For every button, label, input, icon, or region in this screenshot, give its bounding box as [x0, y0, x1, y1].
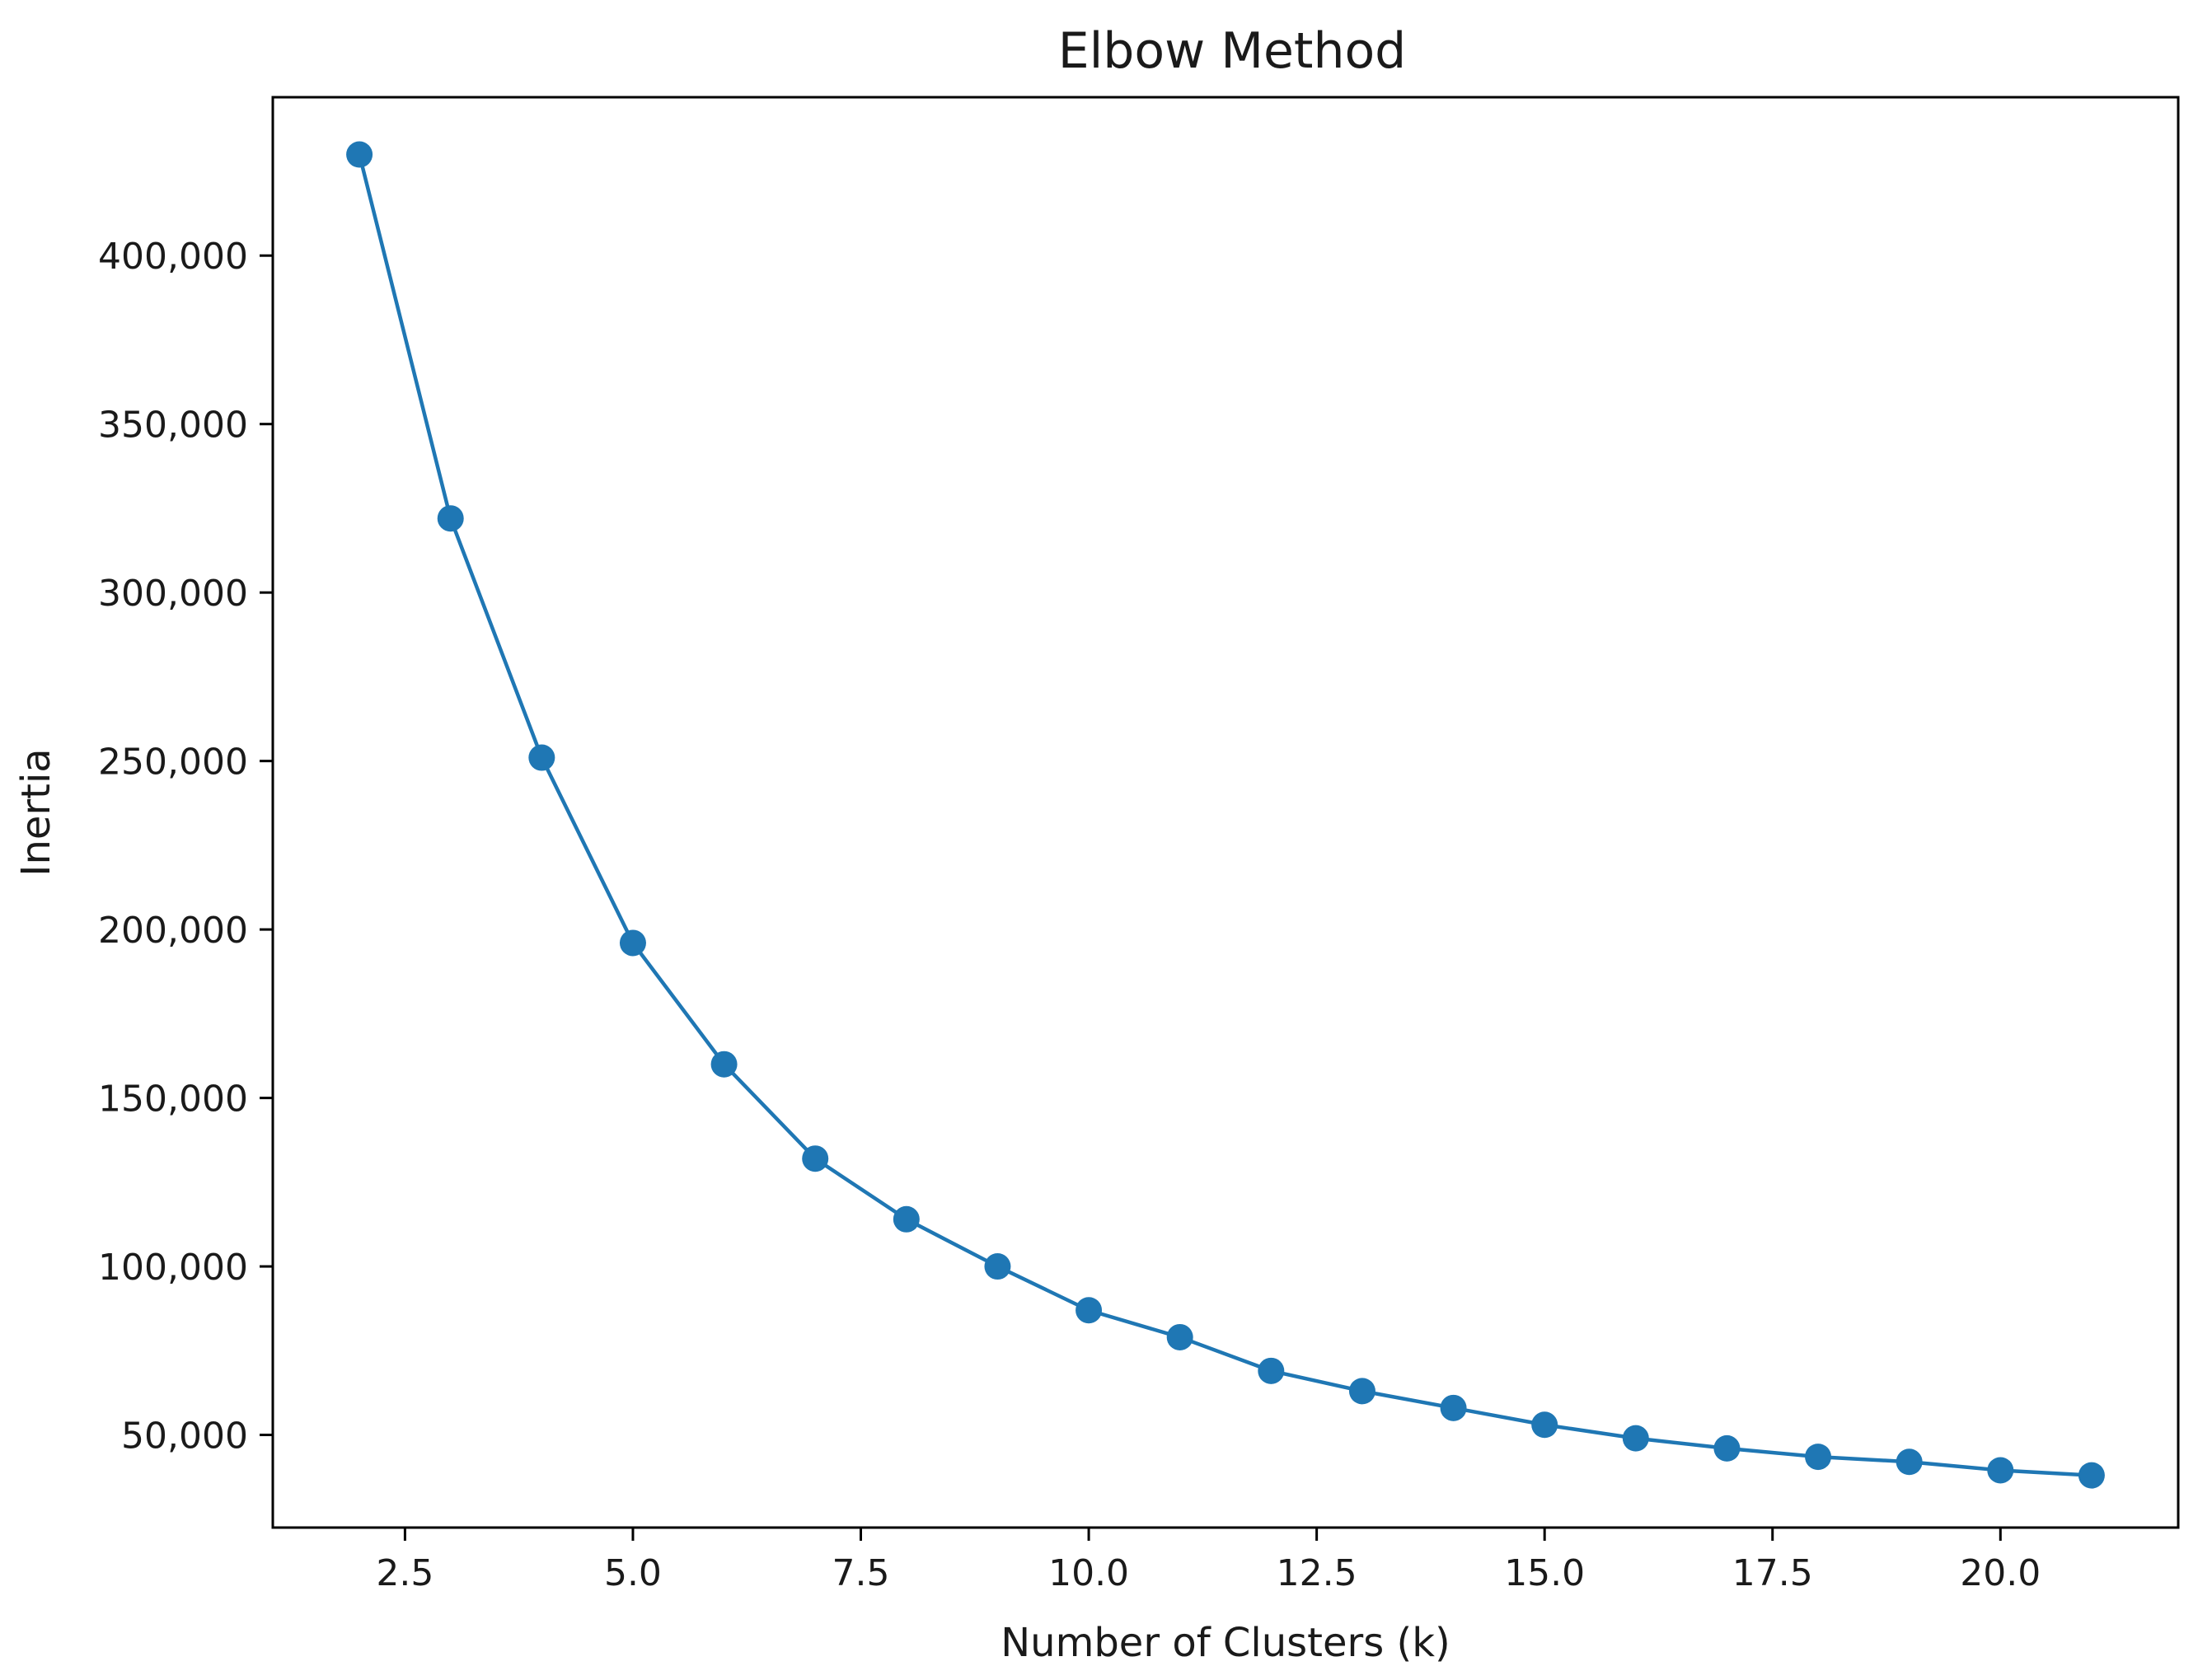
data-point	[1713, 1434, 1741, 1462]
x-tick-label: 20.0	[1960, 1552, 2041, 1594]
x-tick-label: 2.5	[376, 1552, 433, 1594]
x-tick-label: 17.5	[1732, 1552, 1813, 1594]
data-point	[2078, 1462, 2105, 1489]
series-layer	[346, 141, 2105, 1489]
data-point	[1440, 1394, 1467, 1421]
y-axis-label: Inertia	[13, 748, 59, 876]
data-point	[984, 1253, 1011, 1280]
x-axis-label: Number of Clusters (k)	[1001, 1620, 1450, 1666]
plot-frame	[271, 96, 2180, 1529]
data-point	[893, 1205, 920, 1233]
data-point	[802, 1145, 829, 1172]
data-point	[1166, 1323, 1193, 1350]
y-tick-label: 150,000	[98, 1079, 248, 1121]
data-point	[346, 141, 373, 168]
data-point	[1348, 1378, 1375, 1405]
data-point	[1987, 1457, 2014, 1484]
x-tick-label: 5.0	[604, 1552, 662, 1594]
data-point	[1531, 1411, 1558, 1439]
data-point	[528, 744, 555, 771]
x-tick-label: 10.0	[1048, 1552, 1129, 1594]
x-tick-label: 15.0	[1504, 1552, 1585, 1594]
y-tick-label: 100,000	[98, 1247, 248, 1289]
axes-layer: 2.5 5.0 7.5 10.0 12.5 15.0 17.5 20.0 50,000 100,0…	[98, 236, 2041, 1594]
y-tick-label: 50,000	[121, 1416, 248, 1458]
y-tick-label: 350,000	[98, 405, 248, 447]
data-point	[619, 929, 646, 957]
data-point	[437, 505, 464, 532]
y-tick-label: 200,000	[98, 910, 248, 952]
chart-title: Elbow Method	[1058, 22, 1407, 80]
y-tick-label: 300,000	[98, 573, 248, 615]
y-tick-label: 400,000	[98, 236, 248, 278]
data-point	[1622, 1425, 1649, 1452]
data-point	[1258, 1357, 1285, 1384]
y-tick-label: 250,000	[98, 742, 248, 784]
data-point	[1805, 1444, 1832, 1471]
data-point	[1076, 1297, 1103, 1324]
data-point	[710, 1051, 738, 1078]
series-line	[357, 153, 2092, 1477]
x-tick-label: 12.5	[1277, 1552, 1357, 1594]
data-point	[1896, 1448, 1923, 1476]
x-tick-label: 7.5	[832, 1552, 890, 1594]
